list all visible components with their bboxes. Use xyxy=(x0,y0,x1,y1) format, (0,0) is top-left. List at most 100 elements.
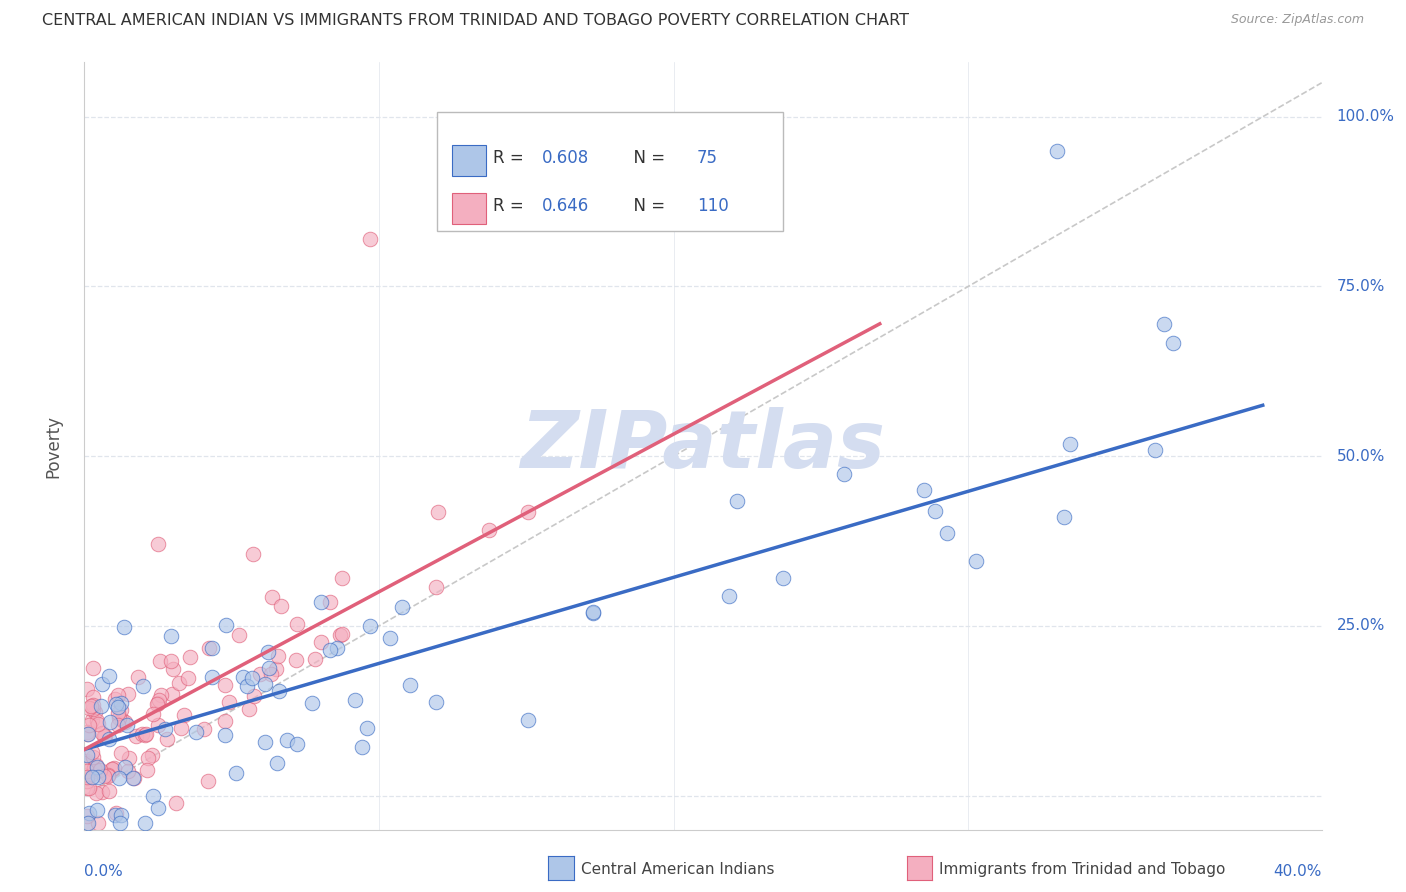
Point xyxy=(285,616,308,631)
Point xyxy=(249,667,271,681)
Point xyxy=(87,770,110,784)
Point xyxy=(242,672,264,686)
Point xyxy=(101,762,124,776)
Point xyxy=(77,780,100,795)
Point xyxy=(228,628,250,642)
Point xyxy=(86,803,108,817)
Point xyxy=(912,483,935,498)
Point xyxy=(146,718,169,732)
Point xyxy=(197,773,219,788)
Point xyxy=(267,683,290,698)
Point xyxy=(100,762,122,776)
Point xyxy=(118,750,141,764)
Point xyxy=(186,725,208,739)
Point xyxy=(107,700,129,714)
Point xyxy=(77,700,100,714)
Point xyxy=(256,645,278,659)
Point xyxy=(76,725,98,739)
Point xyxy=(141,789,163,804)
Point xyxy=(83,705,105,719)
Point xyxy=(107,706,129,721)
Text: Immigrants from Trinidad and Tobago: Immigrants from Trinidad and Tobago xyxy=(939,863,1226,877)
Point xyxy=(582,606,605,620)
Point xyxy=(285,737,308,751)
Point xyxy=(105,697,128,711)
Point xyxy=(112,620,135,634)
Point xyxy=(359,232,381,246)
Point xyxy=(198,640,221,655)
Point xyxy=(82,745,104,759)
Point xyxy=(93,769,115,783)
Point xyxy=(82,690,104,704)
Text: 0.608: 0.608 xyxy=(543,149,589,168)
Point xyxy=(134,815,156,830)
Point xyxy=(153,722,176,736)
Text: 110: 110 xyxy=(697,197,728,215)
Point xyxy=(82,749,104,764)
Point xyxy=(718,590,741,604)
Point xyxy=(193,722,215,736)
Point xyxy=(77,718,100,732)
Point xyxy=(76,808,98,822)
Point xyxy=(82,698,104,712)
Point xyxy=(93,729,115,743)
Text: 0.0%: 0.0% xyxy=(84,864,124,880)
Point xyxy=(142,706,165,721)
Point xyxy=(107,771,129,785)
Text: CENTRAL AMERICAN INDIAN VS IMMIGRANTS FROM TRINIDAD AND TOBAGO POVERTY CORRELATI: CENTRAL AMERICAN INDIAN VS IMMIGRANTS FR… xyxy=(42,13,910,29)
Point xyxy=(86,760,108,774)
Point xyxy=(179,649,201,664)
Point xyxy=(86,764,108,779)
Text: N =: N = xyxy=(623,149,669,168)
Point xyxy=(104,805,127,820)
Point xyxy=(103,761,125,775)
Point xyxy=(359,619,381,633)
Point xyxy=(76,756,98,770)
Point xyxy=(76,727,98,741)
Point xyxy=(135,727,157,741)
Point xyxy=(94,729,117,743)
Point xyxy=(378,632,401,646)
Text: 0.646: 0.646 xyxy=(543,197,589,215)
Point xyxy=(114,715,136,730)
Point xyxy=(356,721,378,735)
Point xyxy=(110,746,132,760)
Point xyxy=(87,815,110,830)
Point xyxy=(132,680,155,694)
Point xyxy=(311,635,333,649)
Point xyxy=(91,677,114,691)
Point xyxy=(156,731,179,746)
Point xyxy=(1059,437,1081,451)
Point xyxy=(201,670,224,684)
Point xyxy=(254,677,277,691)
Point xyxy=(76,781,98,796)
Point xyxy=(344,693,367,707)
Point xyxy=(98,784,121,798)
Point xyxy=(131,727,153,741)
Point xyxy=(108,815,131,830)
Point xyxy=(117,764,139,778)
Point xyxy=(82,660,104,674)
Point xyxy=(146,697,169,711)
Point xyxy=(98,714,121,729)
Point xyxy=(76,815,98,830)
Point xyxy=(76,754,98,768)
Bar xyxy=(451,193,486,224)
Point xyxy=(97,669,120,683)
Point xyxy=(108,711,131,725)
Point xyxy=(276,732,298,747)
Point xyxy=(77,815,100,830)
Point xyxy=(97,768,120,782)
Point xyxy=(253,734,276,748)
Point xyxy=(135,763,157,777)
Point xyxy=(80,770,103,784)
Text: Poverty: Poverty xyxy=(45,415,62,477)
Text: 25.0%: 25.0% xyxy=(1337,618,1385,633)
Point xyxy=(270,599,292,613)
Point xyxy=(160,655,183,669)
Point xyxy=(84,786,107,800)
Point xyxy=(427,505,450,519)
Point xyxy=(304,652,326,666)
Point xyxy=(266,756,288,771)
Point xyxy=(582,606,605,620)
